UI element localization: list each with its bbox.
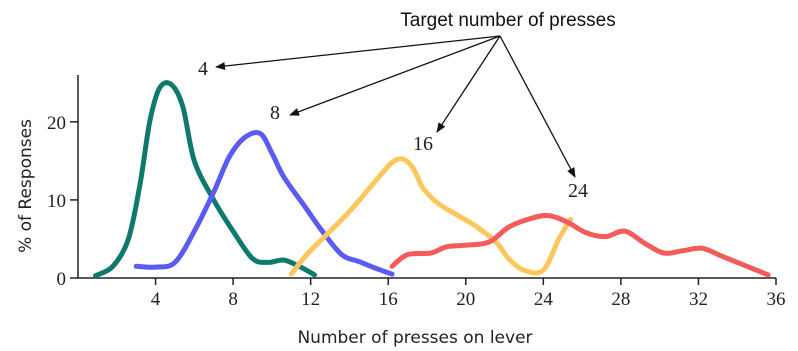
series-label-4: 4 <box>198 58 208 80</box>
series-label-16: 16 <box>413 133 433 155</box>
series-line-24 <box>389 212 771 278</box>
annotation-layer: Target number of presses 4 8 16 24 <box>198 10 616 202</box>
x-tick-label: 28 <box>611 289 630 310</box>
series-label-8: 8 <box>270 102 280 124</box>
y-tick-label: 0 <box>57 269 67 290</box>
x-tick-label: 16 <box>379 289 398 310</box>
x-tick-label: 32 <box>689 289 708 310</box>
y-tick-label: 20 <box>47 113 66 134</box>
annotation-title: Target number of presses <box>400 10 615 31</box>
series-line-4 <box>93 80 317 279</box>
annotation-arrow-4 <box>215 35 501 70</box>
annotation-arrow-24 <box>499 35 576 178</box>
x-tick-label: 8 <box>228 289 238 310</box>
annotation-arrow-16 <box>436 35 501 133</box>
x-tick-label: 36 <box>767 289 786 310</box>
annotation-arrow-8 <box>289 35 501 116</box>
series-label-24: 24 <box>568 180 588 202</box>
x-tick-label: 4 <box>151 289 161 310</box>
x-tick-label: 20 <box>456 289 475 310</box>
x-tick-label: 12 <box>301 289 320 310</box>
series-layer <box>93 80 771 279</box>
series-line-16 <box>288 156 573 277</box>
x-tick-label: 24 <box>534 289 554 310</box>
x-axis-title: Number of presses on lever <box>297 328 532 348</box>
axes: 4 8 12 16 20 24 28 32 36 0 10 20 Number of presses o… <box>16 75 786 348</box>
series-line-8 <box>133 130 395 277</box>
y-tick-label: 10 <box>47 191 66 212</box>
y-axis-title: % of Responses <box>16 119 36 253</box>
